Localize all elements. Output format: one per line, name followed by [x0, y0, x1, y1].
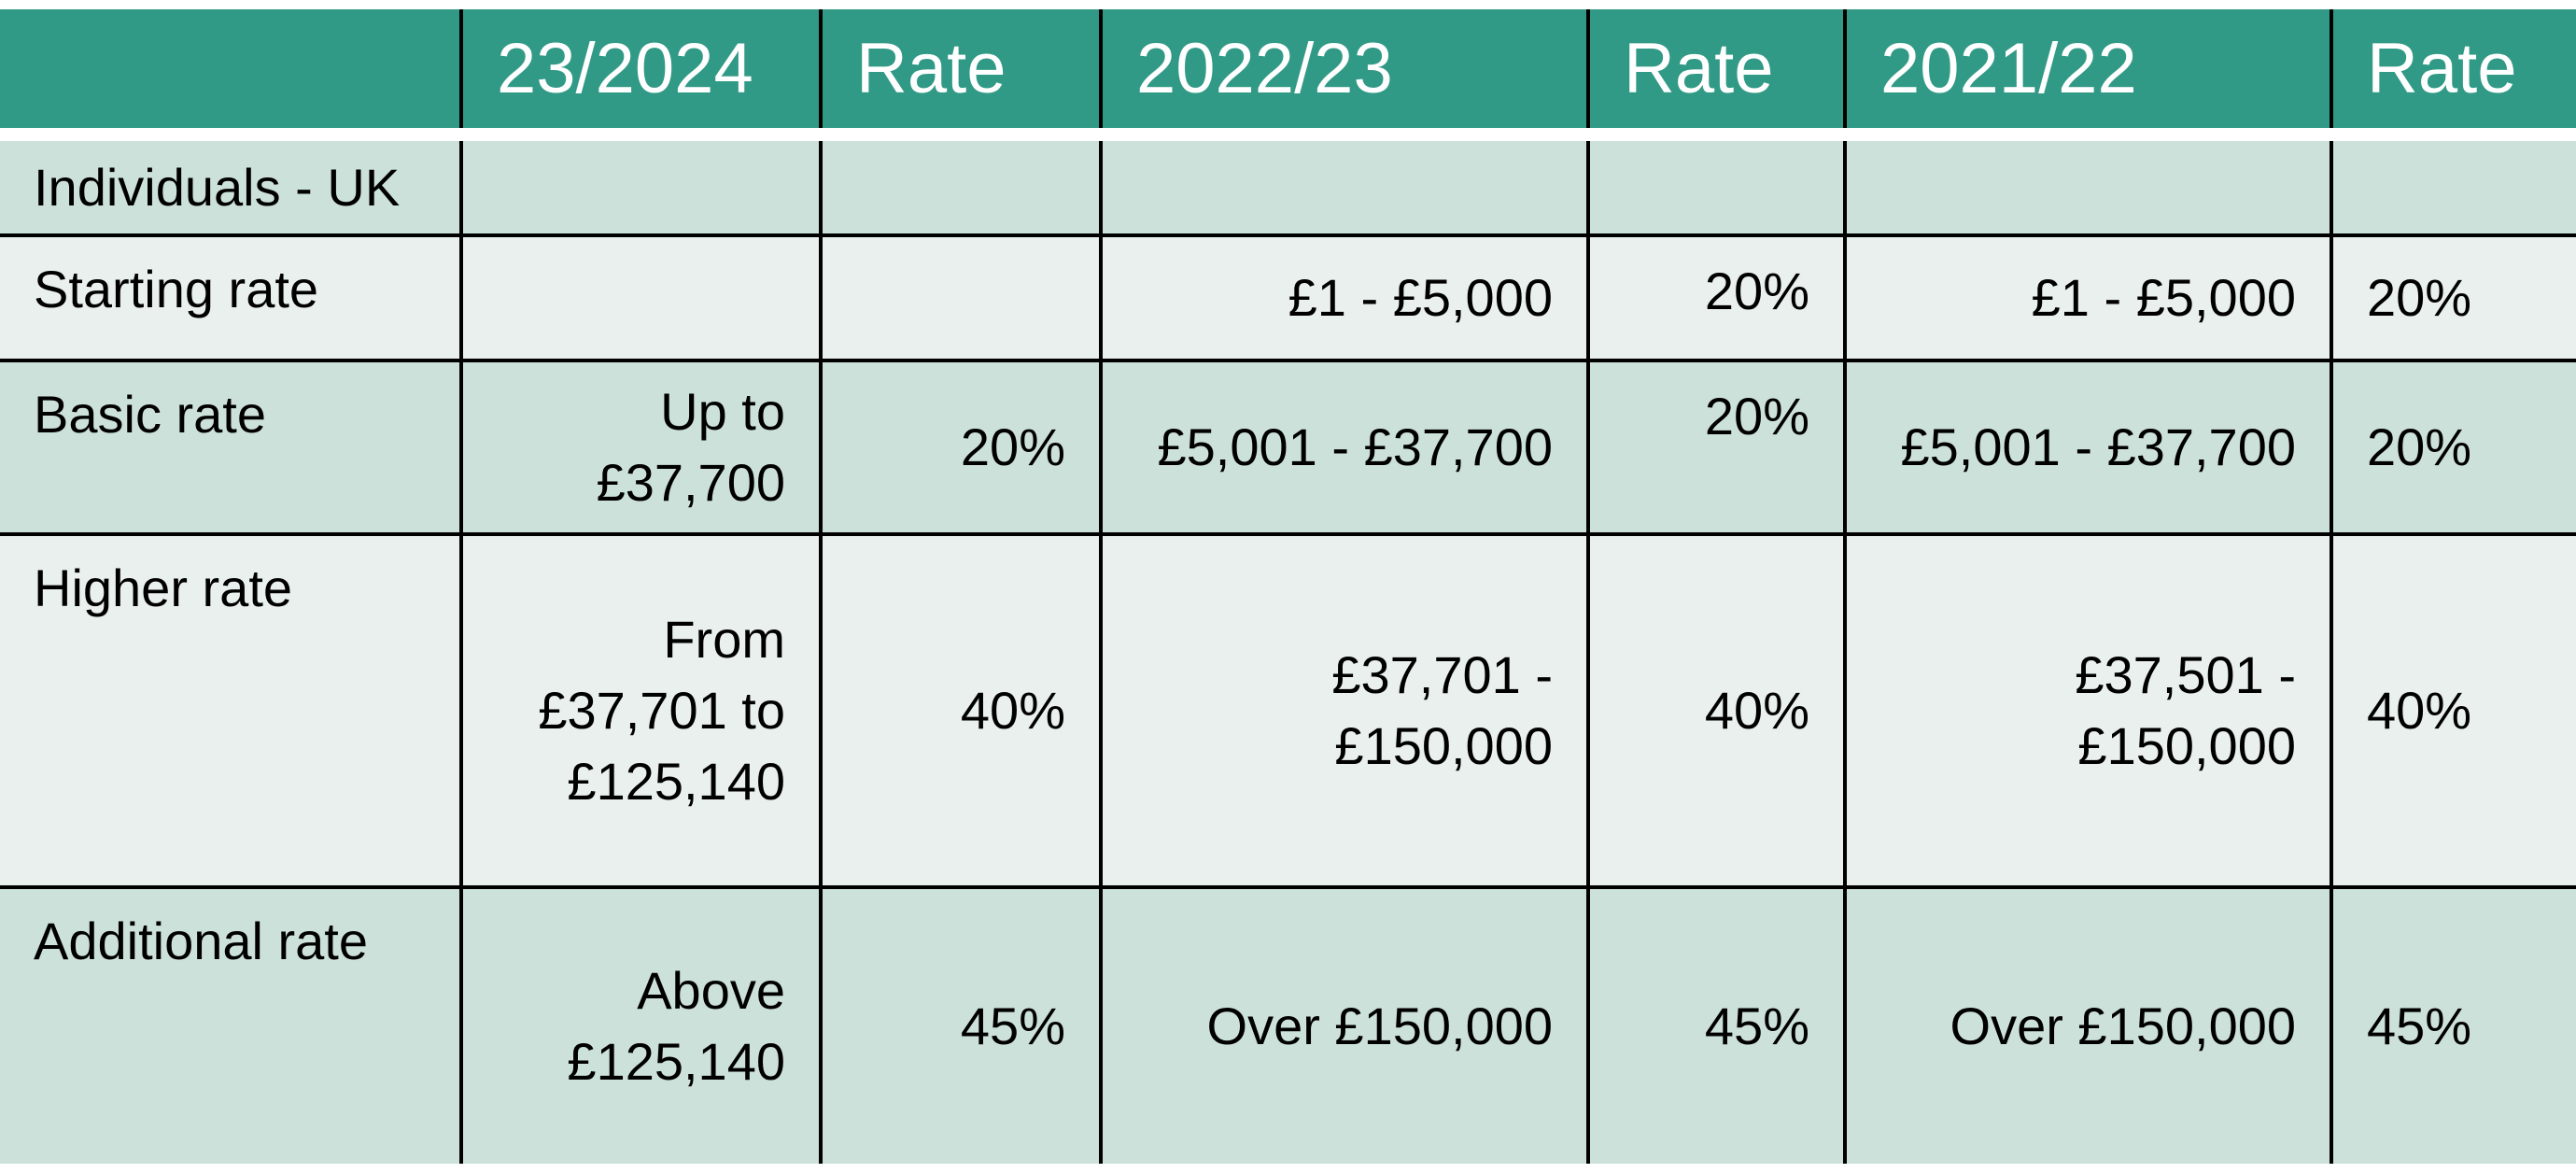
band-line: £125,140 — [567, 752, 785, 811]
rate-2324 — [819, 233, 1101, 360]
band-2324 — [459, 233, 821, 360]
row-label: Basic rate — [0, 359, 461, 534]
band-line: £150,000 — [1334, 716, 1553, 775]
row-label: Starting rate — [0, 233, 461, 360]
band-line: £150,000 — [2077, 716, 2296, 775]
rate-2324: 40% — [819, 532, 1101, 887]
band-2324: Up to £37,700 — [459, 359, 821, 534]
header-empty — [0, 9, 461, 128]
header-2324: 23/2024 — [459, 9, 821, 128]
table-row: Higher rate From £37,701 to £125,140 40%… — [0, 532, 2576, 887]
table-row: Starting rate £1 - £5,000 20% £1 - £5,00… — [0, 233, 2576, 360]
band-line: £37,701 - — [1331, 645, 1553, 704]
income-tax-table: 23/2024 Rate 2022/23 Rate 2021/22 Rate I… — [0, 9, 2576, 1164]
band-line: Up to — [660, 382, 785, 441]
table-row: Basic rate Up to £37,700 20% £5,001 - £3… — [0, 359, 2576, 534]
header-rate-2223: Rate — [1586, 9, 1845, 128]
band-line: Above — [637, 961, 785, 1020]
tax-rates-slide: 23/2024 Rate 2022/23 Rate 2021/22 Rate I… — [0, 9, 2576, 1164]
band-2324: Above £125,140 — [459, 885, 821, 1164]
band-2223: £5,001 - £37,700 — [1099, 359, 1588, 534]
band-2122: £5,001 - £37,700 — [1843, 359, 2331, 534]
band-2122: Over £150,000 — [1843, 885, 2331, 1164]
header-row: 23/2024 Rate 2022/23 Rate 2021/22 Rate — [0, 9, 2576, 128]
band-2324: From £37,701 to £125,140 — [459, 532, 821, 887]
header-rate-2122: Rate — [2330, 9, 2576, 128]
rate-2223: 45% — [1586, 885, 1845, 1164]
band-line: From — [663, 610, 785, 669]
band-line: £125,140 — [567, 1032, 785, 1091]
section-label: Individuals - UK — [0, 141, 461, 235]
rate-2223: 20% — [1586, 359, 1845, 534]
band-line: £37,701 to — [538, 681, 785, 740]
rate-2223: 40% — [1586, 532, 1845, 887]
row-label: Higher rate — [0, 532, 461, 887]
header-2223: 2022/23 — [1099, 9, 1588, 128]
band-2122: £37,501 - £150,000 — [1843, 532, 2331, 887]
rate-2122: 40% — [2330, 532, 2576, 887]
rate-2122: 20% — [2330, 233, 2576, 360]
band-line: £37,501 - — [2075, 645, 2296, 704]
header-rate-2324: Rate — [819, 9, 1101, 128]
header-2122: 2021/22 — [1843, 9, 2331, 128]
band-2223: £1 - £5,000 — [1099, 233, 1588, 360]
header-gap — [0, 128, 2576, 141]
band-2223: Over £150,000 — [1099, 885, 1588, 1164]
rate-2122: 45% — [2330, 885, 2576, 1164]
rate-2324: 45% — [819, 885, 1101, 1164]
rate-2324: 20% — [819, 359, 1101, 534]
band-2223: £37,701 - £150,000 — [1099, 532, 1588, 887]
row-label: Additional rate — [0, 885, 461, 1164]
table-row: Additional rate Above £125,140 45% Over … — [0, 885, 2576, 1164]
band-line: £37,700 — [596, 453, 785, 512]
band-2122: £1 - £5,000 — [1843, 233, 2331, 360]
rate-2223: 20% — [1586, 233, 1845, 360]
rate-2122: 20% — [2330, 359, 2576, 534]
section-row: Individuals - UK — [0, 141, 2576, 235]
